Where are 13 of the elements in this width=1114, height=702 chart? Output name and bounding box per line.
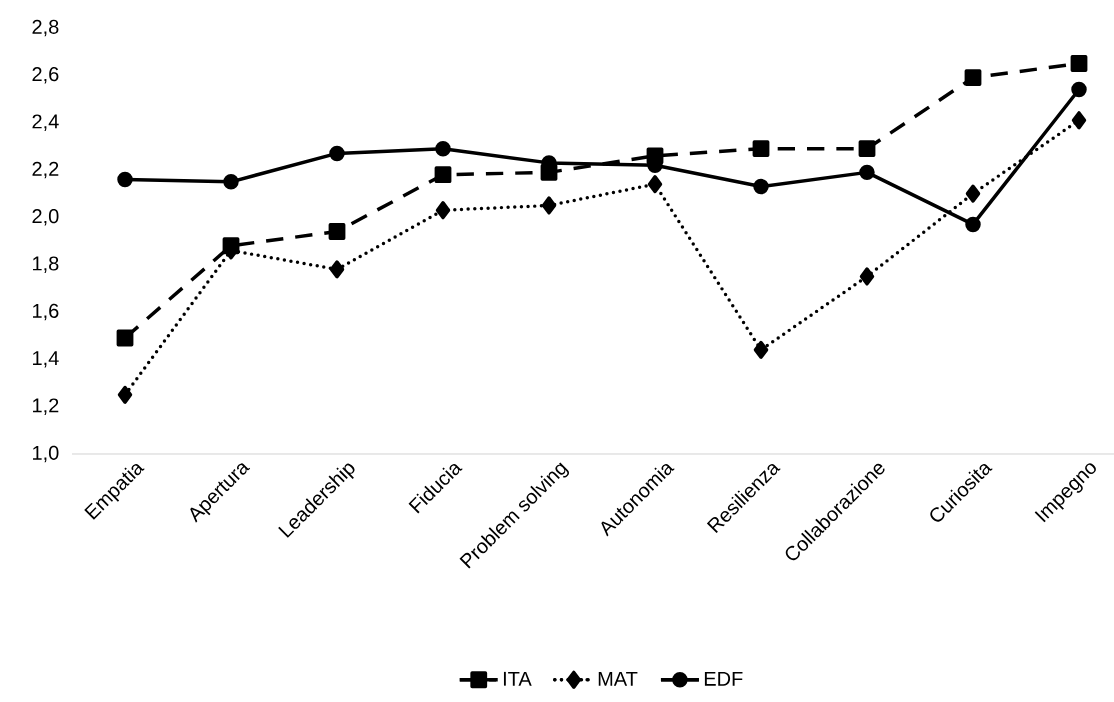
y-tick-label: 1,0	[33, 445, 59, 463]
y-tick-label: 1,8	[33, 256, 59, 273]
legend-label: MAT	[598, 671, 638, 686]
y-tick-label: 2,8	[32, 19, 59, 37]
y-tick-label: 1,6	[33, 303, 59, 321]
y-tick-label: 2,4	[32, 114, 59, 131]
y-tick-label: 1,4	[33, 351, 59, 368]
legend-label: ITA	[503, 671, 532, 686]
y-tick-label: 2,6	[32, 67, 59, 84]
legend-label: EDF	[704, 671, 743, 686]
y-tick-label: 2,0	[32, 209, 59, 226]
y-tick-label: 2,2	[32, 161, 59, 179]
y-tick-label: 1,2	[33, 398, 59, 415]
